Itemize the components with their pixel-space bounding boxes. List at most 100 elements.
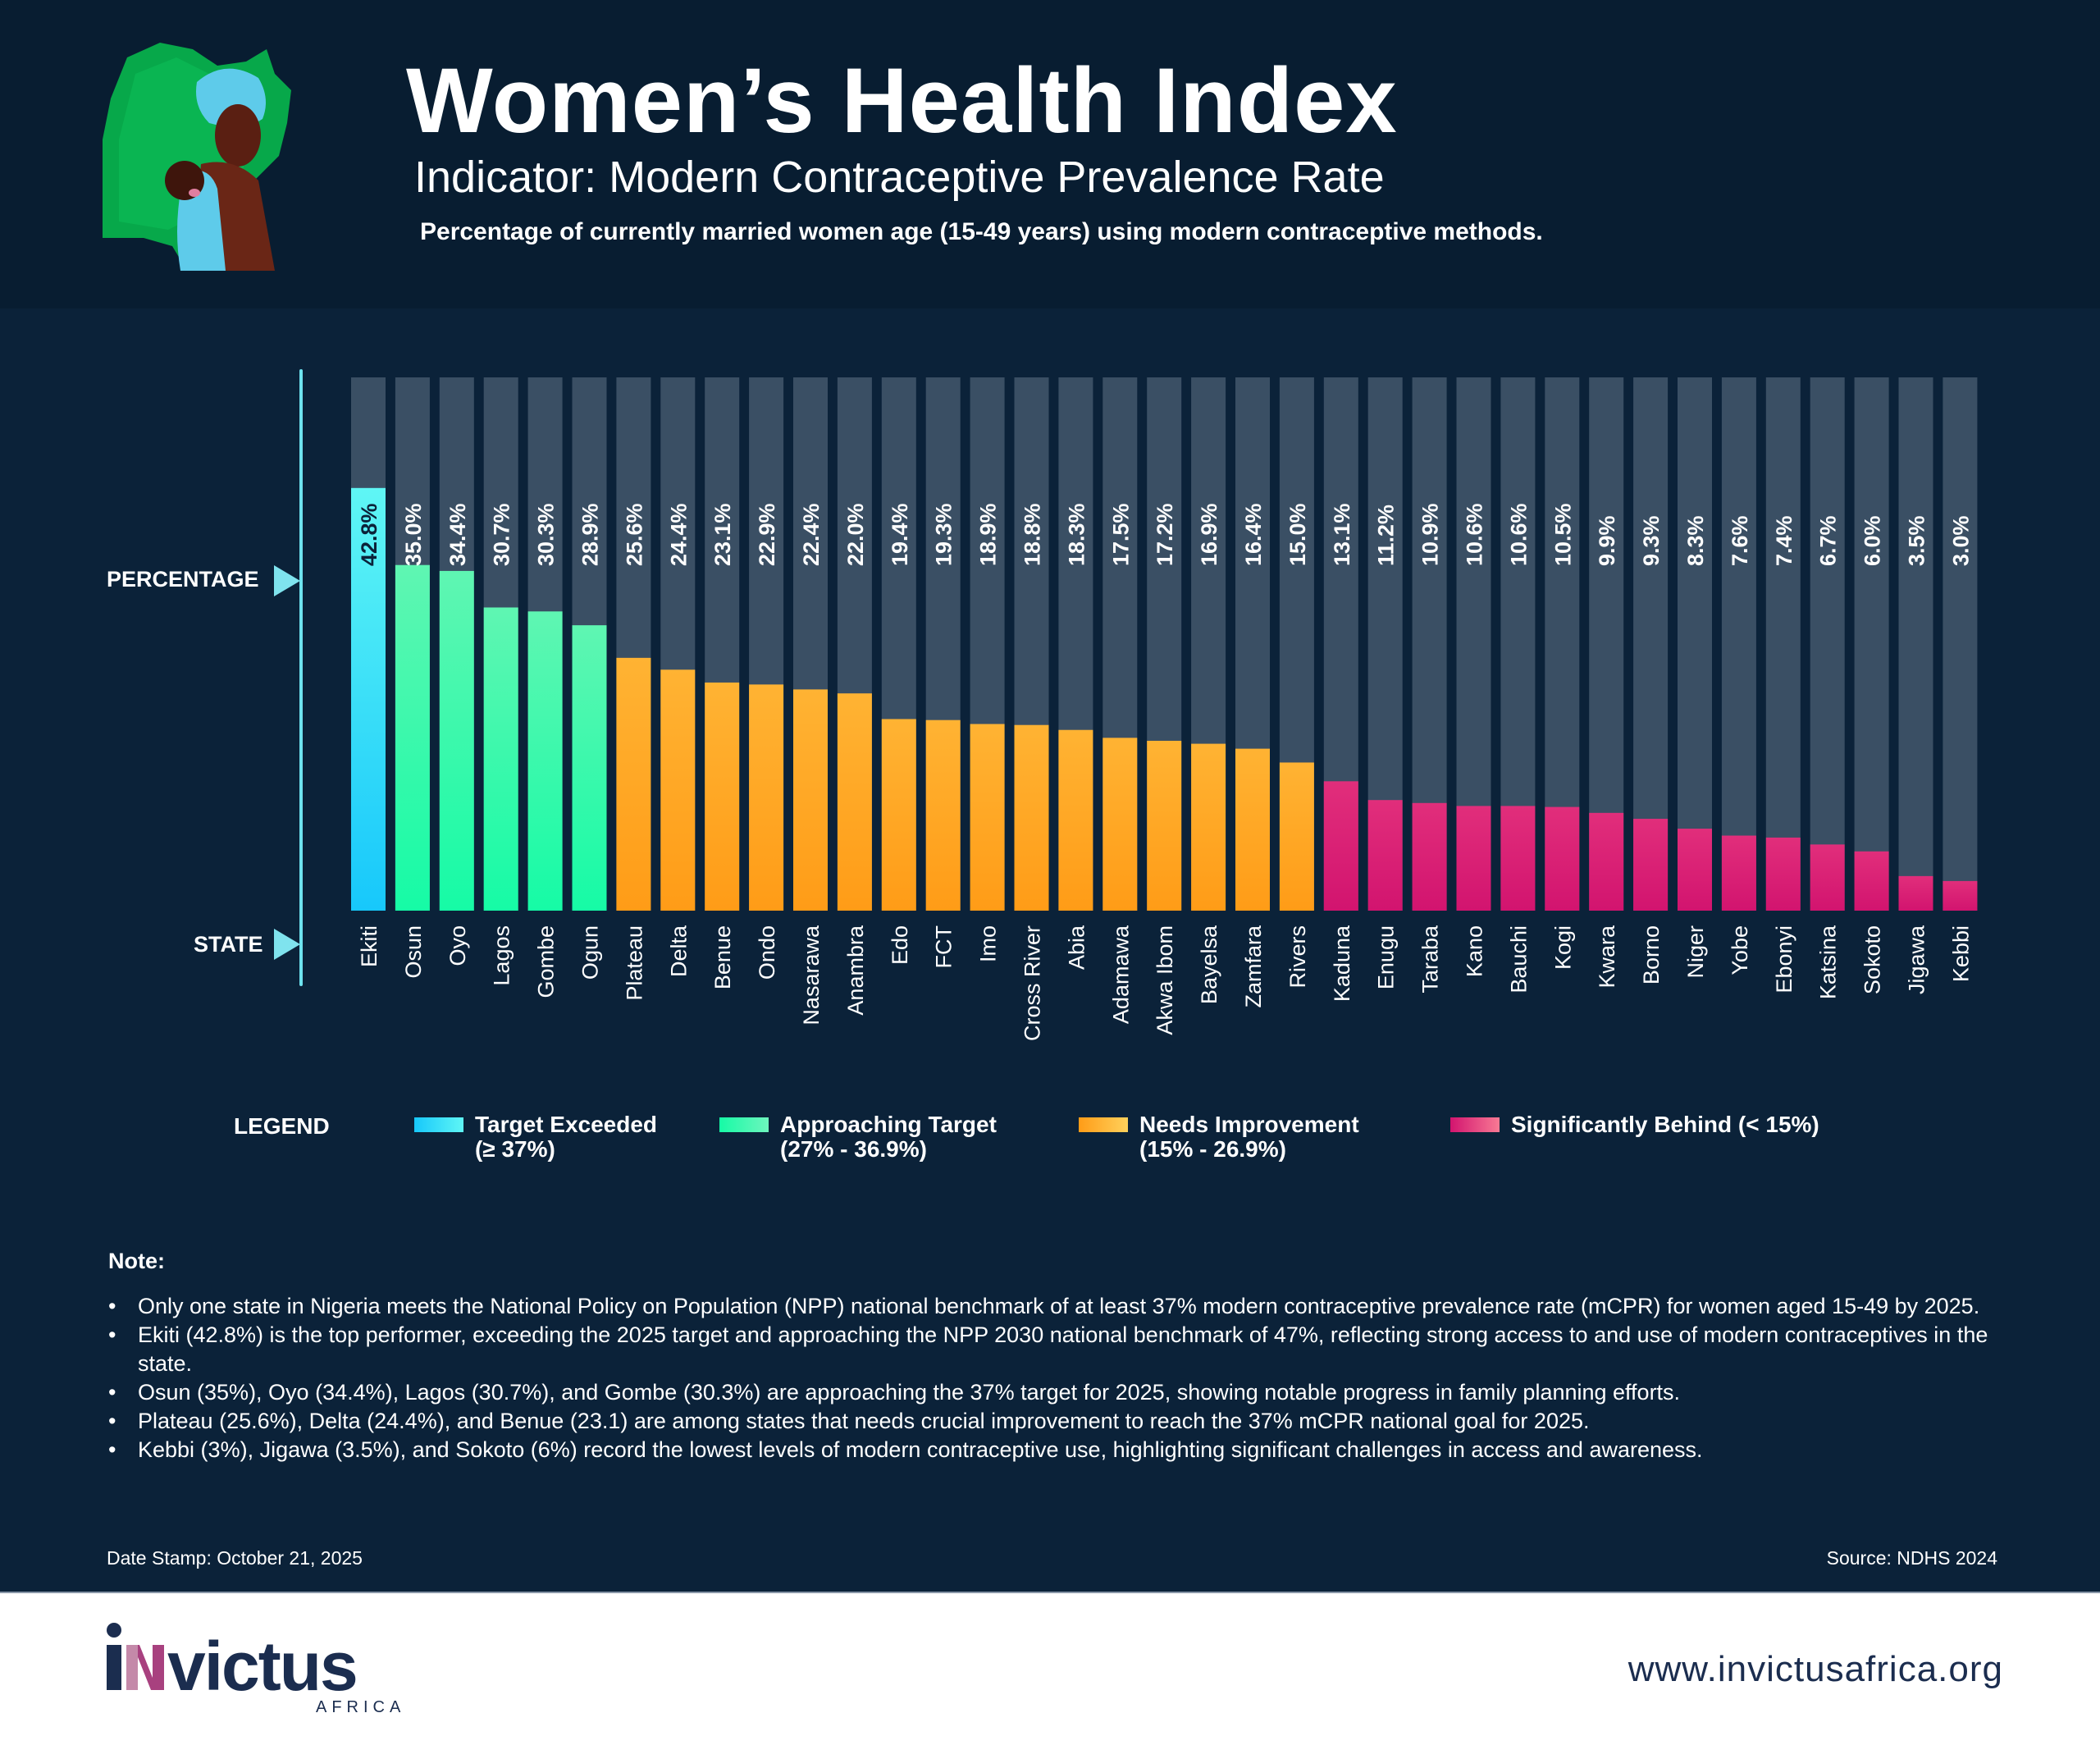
bar-chart: 42.8% Ekiti 35.0% Osun 34.4% Oyo 30.7% Lagos 30.… [351, 377, 1978, 1041]
value-label: 9.9% [1595, 515, 1619, 566]
category-label: Oyo [445, 925, 470, 966]
bar-ekiti [351, 487, 386, 911]
value-label: 6.0% [1860, 515, 1885, 566]
category-label: Osun [401, 925, 426, 979]
value-label: 11.2% [1374, 505, 1399, 566]
value-label: 42.8% [357, 503, 381, 566]
legend-swatch [414, 1117, 463, 1132]
page-description: Percentage of currently married women ag… [420, 218, 1543, 245]
bar-bayelsa [1191, 743, 1226, 911]
value-label: 22.9% [755, 503, 779, 566]
bar-taraba [1412, 802, 1447, 911]
value-label: 16.4% [1241, 503, 1266, 566]
value-label: 10.5% [1550, 503, 1575, 566]
category-label: Ebonyi [1772, 925, 1796, 994]
value-label: 7.6% [1728, 515, 1752, 566]
value-label: 30.7% [490, 503, 514, 566]
bar-oyo [439, 570, 474, 911]
value-label: 9.3% [1639, 515, 1664, 566]
value-label: 18.8% [1020, 503, 1045, 566]
value-label: 10.6% [1463, 503, 1487, 566]
category-label: Cross River [1020, 925, 1045, 1041]
bar-akwa-ibom [1147, 740, 1182, 911]
note-item: • Osun (35%), Oyo (34.4%), Lagos (30.7%),… [108, 1378, 1995, 1407]
logo-subtext: AFRICA [316, 1698, 402, 1716]
logo-wordmark: victus [167, 1628, 357, 1705]
category-label: Ogun [578, 925, 603, 980]
value-label: 7.4% [1772, 515, 1796, 566]
bar-borno [1633, 819, 1669, 911]
bar-lagos [483, 607, 518, 911]
category-label: Abia [1064, 925, 1089, 970]
legend-item-approaching-target: Approaching Target (27% - 36.9%) [719, 1112, 997, 1162]
value-label: 10.9% [1418, 503, 1443, 566]
category-label: Kano [1463, 925, 1487, 977]
bar-anambra [837, 693, 872, 911]
page-title: Women’s Health Index [406, 49, 1398, 152]
legend-title: LEGEND [234, 1113, 330, 1139]
bar-track [1810, 377, 1845, 911]
bar-kwara [1589, 812, 1624, 911]
value-label: 3.0% [1948, 515, 1973, 566]
y-axis-arrow-icon [274, 565, 300, 596]
value-label: 28.9% [578, 503, 603, 566]
bar-ebonyi [1765, 837, 1801, 911]
bar-ogun [572, 625, 607, 911]
value-label: 18.3% [1064, 503, 1089, 566]
note-title: Note: [108, 1249, 165, 1273]
category-label: Lagos [490, 925, 514, 986]
category-label: Plateau [622, 925, 646, 1001]
bar-kano [1456, 806, 1491, 911]
value-label: 19.4% [888, 503, 912, 566]
category-label: Jigawa [1905, 925, 1929, 994]
value-label: 8.3% [1683, 515, 1708, 566]
x-axis-arrow-icon [274, 929, 300, 960]
value-label: 18.9% [976, 503, 1001, 566]
value-label: 15.0% [1285, 503, 1310, 566]
value-label: 35.0% [401, 503, 426, 566]
bar-jigawa [1898, 875, 1933, 911]
category-label: Akwa Ibom [1153, 925, 1177, 1035]
bar-track [1765, 377, 1801, 911]
category-label: Niger [1683, 925, 1708, 979]
bar-adamawa [1102, 738, 1138, 911]
category-label: Rivers [1285, 925, 1310, 989]
category-label: Kwara [1595, 925, 1619, 989]
bar-abia [1058, 729, 1093, 911]
website-link[interactable]: www.invictusafrica.org [1628, 1649, 2003, 1689]
legend-label: Needs Improvement [1139, 1112, 1359, 1137]
category-label: Enugu [1374, 925, 1399, 989]
bar-osun [395, 564, 430, 911]
legend-label: Target Exceeded [475, 1112, 658, 1137]
bar-track [1678, 377, 1712, 911]
note-item: • Only one state in Nigeria meets the Nat… [108, 1292, 1995, 1321]
bar-track [1898, 377, 1933, 911]
chart-axis-line [299, 369, 303, 986]
note-text: Osun (35%), Oyo (34.4%), Lagos (30.7%), … [138, 1380, 1681, 1405]
category-label: Anambra [843, 925, 868, 1016]
bar-cross-river [1014, 724, 1049, 911]
bar-imo [970, 724, 1005, 911]
bar-zamfara [1235, 748, 1270, 911]
category-label: Nasarawa [799, 925, 824, 1026]
notes-list: • Only one state in Nigeria meets the Nat… [108, 1292, 1995, 1464]
category-label: Gombe [534, 925, 559, 998]
date-stamp: Date Stamp: October 21, 2025 [107, 1547, 363, 1569]
category-label: Benue [710, 925, 735, 989]
category-label: Ondo [755, 925, 779, 980]
value-label: 3.5% [1905, 515, 1929, 566]
value-label: 22.0% [843, 503, 868, 566]
bar-plateau [616, 657, 651, 911]
legend-item-target-exceeded: Target Exceeded (≥ 37%) [414, 1112, 657, 1162]
bullet-icon: • [108, 1322, 116, 1347]
bar-benue [705, 682, 740, 911]
value-label: 10.6% [1506, 503, 1531, 566]
note-item: • Kebbi (3%), Jigawa (3.5%), and Sokoto (… [108, 1436, 1995, 1464]
bar-rivers [1279, 762, 1314, 911]
bullet-icon: • [108, 1294, 116, 1318]
note-item: • Plateau (25.6%), Delta (24.4%), and Ben… [108, 1407, 1995, 1436]
category-label: Edo [888, 925, 912, 965]
bar-kogi [1545, 806, 1580, 911]
bar-katsina [1810, 844, 1845, 911]
category-label: Borno [1639, 925, 1664, 984]
